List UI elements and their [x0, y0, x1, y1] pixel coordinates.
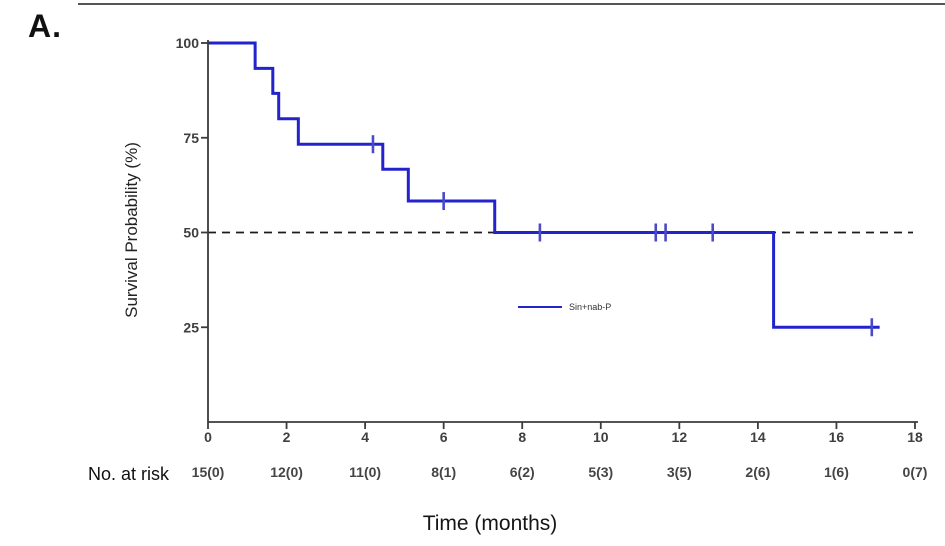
risk-value: 11(0): [349, 464, 381, 480]
y-tick-label: 75: [183, 130, 199, 146]
risk-value: 5(3): [588, 464, 613, 480]
legend: Sin+nab-P: [518, 300, 611, 314]
risk-value: 1(6): [824, 464, 849, 480]
figure-top-border: [78, 3, 945, 5]
survival-curve: [208, 41, 880, 329]
risk-value: 3(5): [667, 464, 692, 480]
x-tick-label: 18: [907, 429, 923, 445]
x-tick-label: 0: [204, 429, 212, 445]
x-tick-label: 6: [440, 429, 448, 445]
risk-value: 12(0): [270, 464, 303, 480]
risk-value: 15(0): [192, 464, 225, 480]
x-axis-title: Time (months): [422, 512, 558, 535]
risk-value: 8(1): [431, 464, 456, 480]
panel-label: A.: [28, 8, 62, 44]
x-tick-label: 4: [361, 429, 369, 445]
y-tick-label: 50: [183, 225, 199, 241]
x-tick-label: 16: [829, 429, 845, 445]
risk-value: 0(7): [903, 464, 928, 480]
legend-line-swatch: [518, 306, 562, 308]
y-axis-title: Survival Probability (%): [122, 142, 141, 318]
x-tick-label: 12: [672, 429, 688, 445]
risk-row-label: No. at risk: [88, 464, 170, 484]
x-tick-label: 2: [283, 429, 291, 445]
y-tick-label: 25: [183, 319, 199, 335]
x-tick-label: 14: [750, 429, 766, 445]
risk-value: 2(6): [745, 464, 770, 480]
x-tick-label: 10: [593, 429, 609, 445]
x-tick-label: 8: [518, 429, 526, 445]
risk-value: 6(2): [510, 464, 535, 480]
legend-series-label: Sin+nab-P: [569, 302, 612, 312]
y-tick-label: 100: [176, 35, 200, 51]
